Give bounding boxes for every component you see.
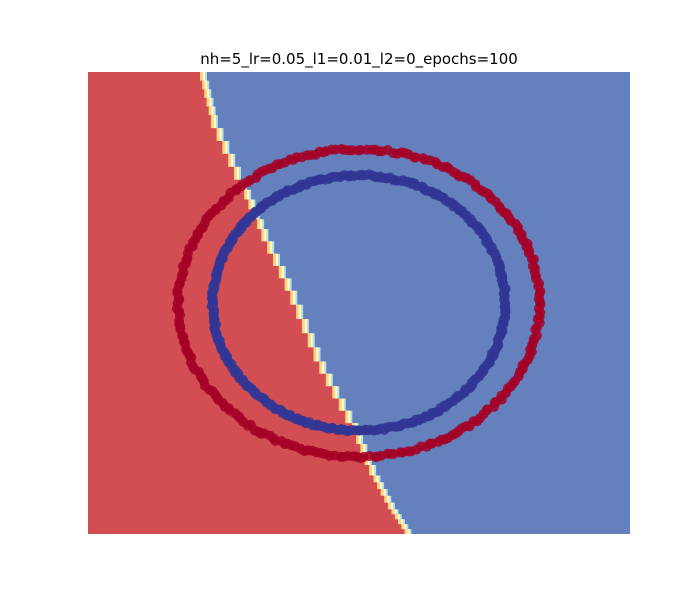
plot-area [88,72,630,534]
decision-regions [88,72,630,534]
chart-title: nh=5_lr=0.05_l1=0.01_l2=0_epochs=100 [200,50,518,69]
data-point [535,299,546,310]
series-class-1 [206,169,511,437]
region-class-0 [88,72,408,534]
scatter-points [171,144,546,463]
series-class-0 [171,144,546,463]
data-point [500,300,511,311]
data-point [418,153,428,164]
